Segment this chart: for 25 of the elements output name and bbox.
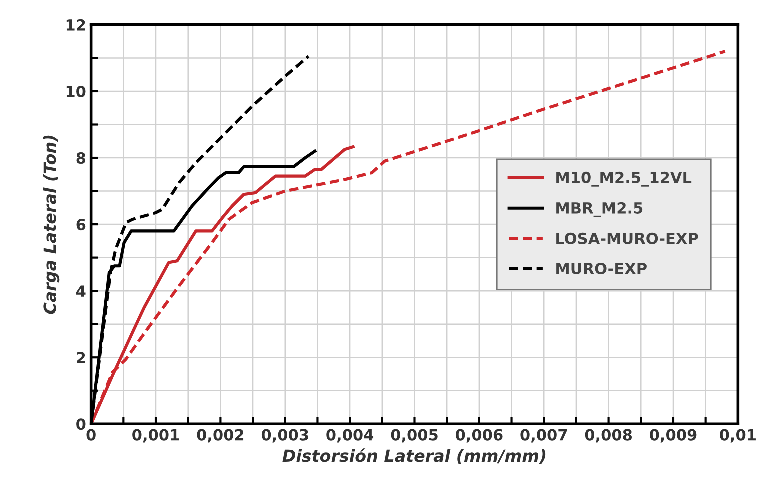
x-tick-label: 0,006 — [456, 429, 503, 443]
y-tick-label: 10 — [66, 86, 86, 98]
x-tick-label: 0,01 — [720, 429, 756, 443]
y-tick-label: 8 — [76, 152, 86, 164]
x-tick-label: 0,007 — [520, 429, 568, 443]
x-tick-label: 0 — [86, 429, 96, 441]
y-tick-label: 6 — [76, 219, 86, 231]
y-tick-label: 4 — [76, 286, 86, 297]
x-tick-label: 0,003 — [262, 429, 308, 443]
x-tick-label: 0,004 — [326, 429, 374, 443]
legend-label: MURO-EXP — [556, 262, 647, 275]
y-tick-label: 0 — [76, 418, 86, 430]
y-axis-title: Carga Lateral (Ton) — [43, 136, 60, 314]
x-tick-label: 0,001 — [132, 429, 180, 443]
x-tick-label: 0,005 — [391, 429, 438, 443]
x-tick-label: 0,002 — [197, 429, 244, 443]
y-tick-label: 12 — [66, 19, 86, 31]
legend-label: LOSA-MURO-EXP — [556, 232, 698, 244]
legend-label: M10_M2.5_12VL — [556, 172, 692, 187]
x-axis-title: Distorsión Lateral (mm/mm) — [282, 448, 546, 464]
x-tick-label: 0,009 — [650, 429, 697, 443]
legend-label: MBR_M2.5 — [556, 202, 643, 218]
line-series — [91, 50, 727, 424]
y-tick-label: 2 — [77, 352, 86, 364]
x-tick-label: 0,008 — [585, 429, 632, 443]
